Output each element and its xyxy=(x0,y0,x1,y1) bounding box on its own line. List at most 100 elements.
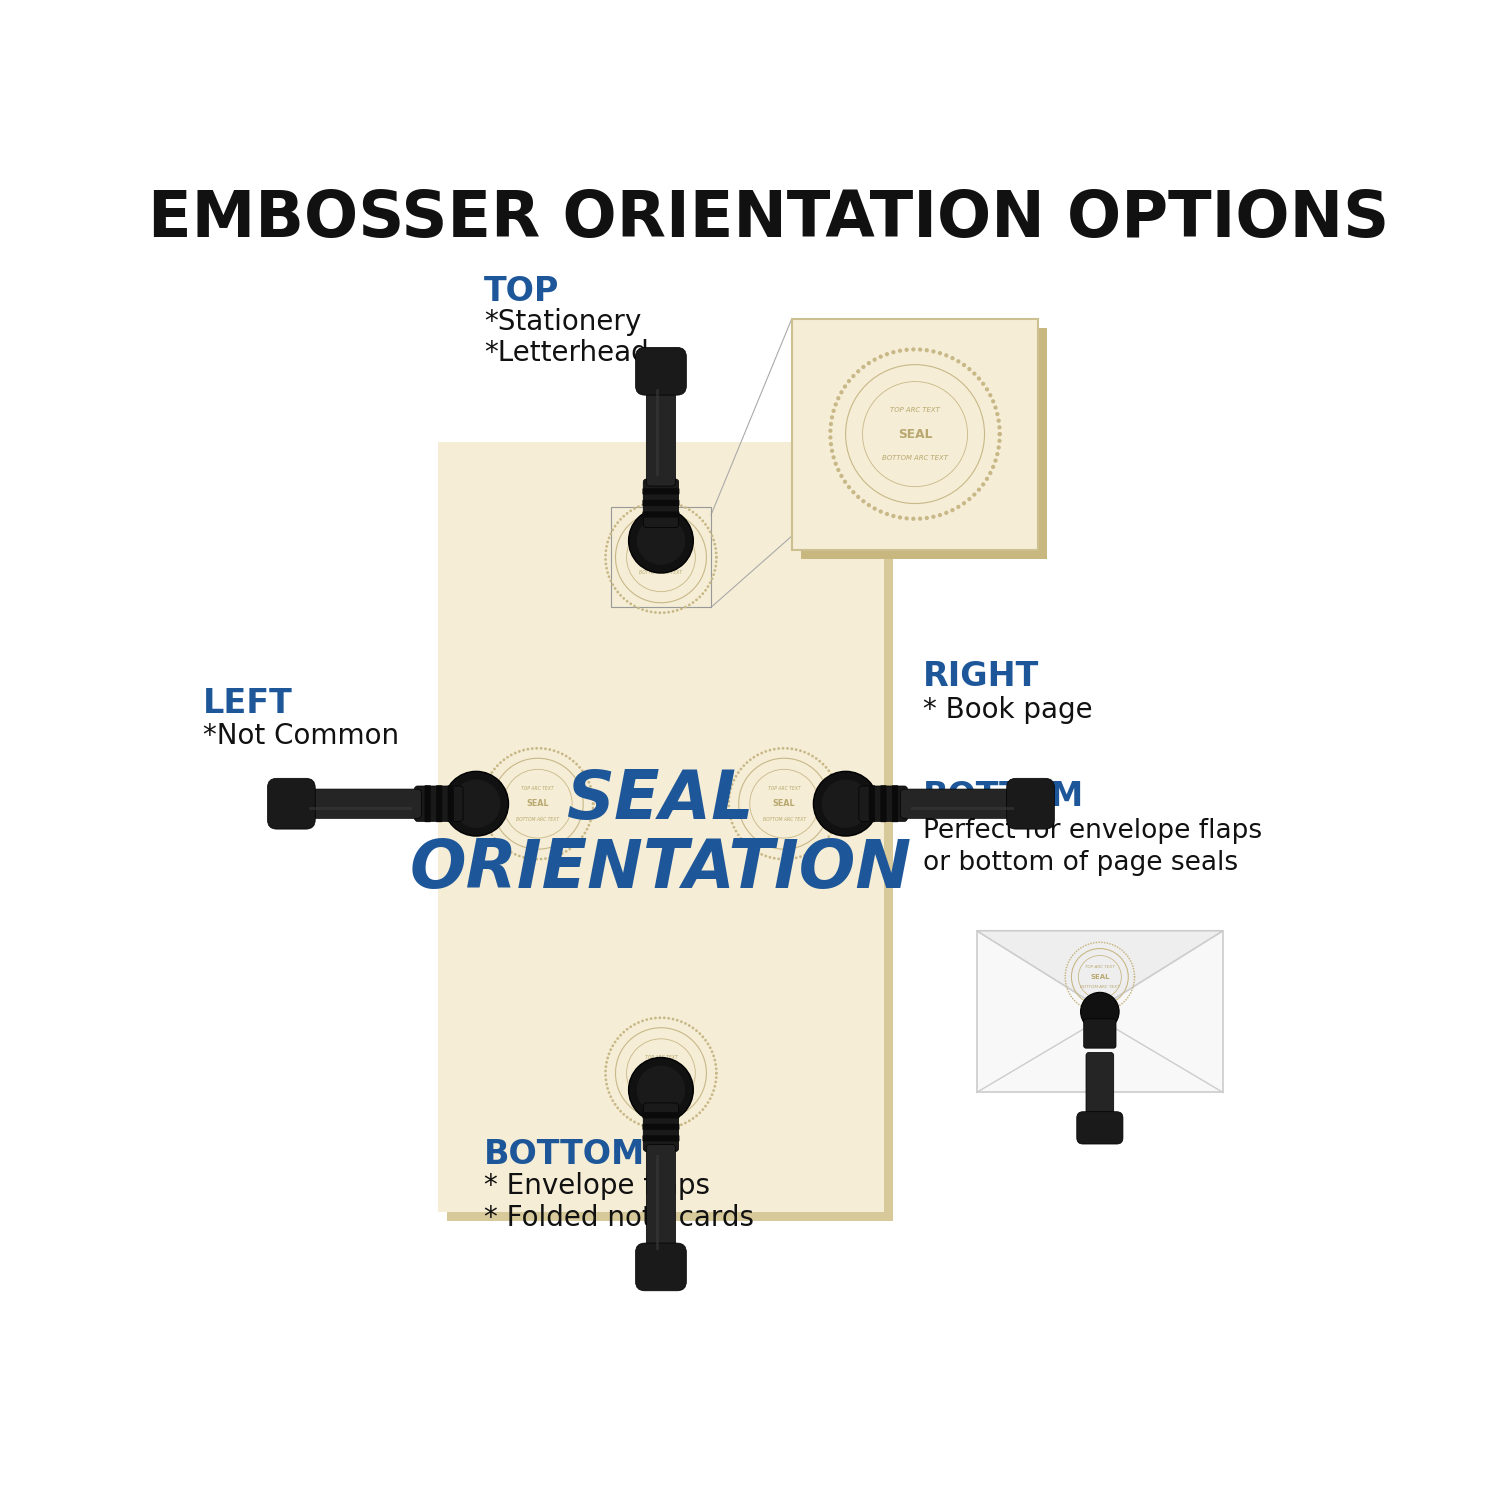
Circle shape xyxy=(1072,998,1074,999)
Circle shape xyxy=(1107,942,1108,944)
Circle shape xyxy=(1134,980,1136,981)
Circle shape xyxy=(654,610,657,614)
Circle shape xyxy=(483,818,486,821)
Circle shape xyxy=(1125,999,1126,1000)
Circle shape xyxy=(704,1040,706,1041)
Circle shape xyxy=(852,374,855,378)
Circle shape xyxy=(918,516,922,520)
Circle shape xyxy=(994,452,999,456)
Circle shape xyxy=(742,840,746,843)
Circle shape xyxy=(540,858,543,861)
Circle shape xyxy=(716,1076,717,1078)
Circle shape xyxy=(748,846,752,849)
Circle shape xyxy=(836,819,839,822)
Circle shape xyxy=(699,1112,700,1114)
Circle shape xyxy=(608,537,610,540)
Circle shape xyxy=(620,518,622,520)
Circle shape xyxy=(672,1126,675,1128)
FancyBboxPatch shape xyxy=(880,784,886,822)
Circle shape xyxy=(836,396,840,400)
Circle shape xyxy=(658,1126,662,1130)
Circle shape xyxy=(712,538,716,542)
Circle shape xyxy=(650,1017,652,1020)
Circle shape xyxy=(873,357,877,362)
Circle shape xyxy=(658,612,662,614)
Circle shape xyxy=(645,1019,648,1022)
Circle shape xyxy=(714,1080,717,1083)
Circle shape xyxy=(1134,976,1136,978)
Circle shape xyxy=(585,828,588,831)
Circle shape xyxy=(694,1114,698,1118)
Circle shape xyxy=(616,591,620,594)
Circle shape xyxy=(510,850,513,853)
Circle shape xyxy=(837,789,840,792)
Circle shape xyxy=(604,554,608,556)
Circle shape xyxy=(606,540,609,543)
Circle shape xyxy=(638,1022,640,1025)
Circle shape xyxy=(972,492,976,496)
Circle shape xyxy=(1134,976,1136,978)
Circle shape xyxy=(1066,988,1068,990)
Text: BOTTOM ARC TEXT: BOTTOM ARC TEXT xyxy=(882,454,948,460)
Text: BOTTOM: BOTTOM xyxy=(922,780,1084,813)
Circle shape xyxy=(494,837,496,840)
FancyBboxPatch shape xyxy=(642,489,680,495)
Circle shape xyxy=(518,750,520,753)
Circle shape xyxy=(549,748,550,752)
Circle shape xyxy=(536,747,538,750)
Circle shape xyxy=(714,1064,717,1066)
Circle shape xyxy=(626,512,628,515)
Circle shape xyxy=(782,858,784,861)
Circle shape xyxy=(590,816,592,818)
FancyBboxPatch shape xyxy=(424,784,430,822)
FancyBboxPatch shape xyxy=(644,1102,678,1152)
Circle shape xyxy=(704,524,706,525)
Circle shape xyxy=(604,567,608,570)
Circle shape xyxy=(711,1050,714,1053)
Circle shape xyxy=(1084,1008,1086,1010)
Circle shape xyxy=(996,446,1000,450)
Circle shape xyxy=(729,788,732,790)
Circle shape xyxy=(604,1083,608,1086)
Circle shape xyxy=(486,827,489,828)
Circle shape xyxy=(552,750,555,752)
Circle shape xyxy=(992,465,996,470)
Circle shape xyxy=(1116,1007,1119,1008)
Circle shape xyxy=(591,812,594,814)
Circle shape xyxy=(1101,1011,1102,1013)
Text: *Not Common: *Not Common xyxy=(202,722,399,750)
Circle shape xyxy=(1124,1000,1125,1002)
Circle shape xyxy=(663,1126,666,1130)
FancyBboxPatch shape xyxy=(267,778,315,830)
Circle shape xyxy=(503,759,506,760)
Circle shape xyxy=(514,853,516,856)
Circle shape xyxy=(856,495,861,500)
FancyBboxPatch shape xyxy=(636,348,687,394)
Circle shape xyxy=(676,1125,678,1128)
Text: *Letterhead: *Letterhead xyxy=(484,339,648,368)
Circle shape xyxy=(591,798,594,801)
Circle shape xyxy=(830,422,833,426)
Circle shape xyxy=(672,1017,675,1020)
Circle shape xyxy=(704,1106,706,1107)
Circle shape xyxy=(526,856,530,859)
Circle shape xyxy=(1065,982,1066,984)
Circle shape xyxy=(658,501,662,504)
Circle shape xyxy=(692,510,694,513)
Circle shape xyxy=(612,1044,614,1047)
Text: SEAL: SEAL xyxy=(650,554,672,562)
Circle shape xyxy=(628,1058,693,1122)
Circle shape xyxy=(604,1060,608,1064)
Circle shape xyxy=(786,747,789,750)
Circle shape xyxy=(580,836,584,839)
Circle shape xyxy=(1104,1011,1106,1013)
Text: EMBOSSER ORIENTATION OPTIONS: EMBOSSER ORIENTATION OPTIONS xyxy=(148,188,1389,249)
Circle shape xyxy=(654,1017,657,1020)
Circle shape xyxy=(1066,964,1068,966)
Circle shape xyxy=(574,762,578,765)
Circle shape xyxy=(735,830,738,833)
Circle shape xyxy=(765,855,766,858)
Circle shape xyxy=(828,435,833,439)
Circle shape xyxy=(918,348,922,351)
Circle shape xyxy=(740,768,742,771)
